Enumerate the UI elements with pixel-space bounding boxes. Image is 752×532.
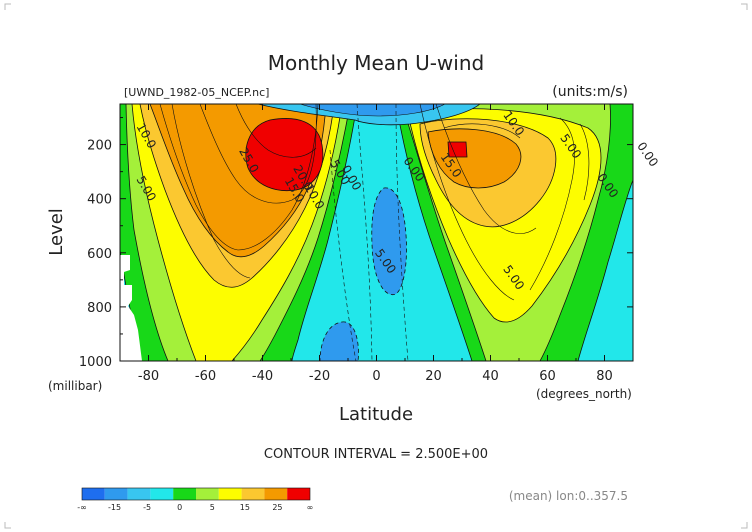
colorbar-swatch: [287, 488, 310, 500]
colorbar-swatch: [196, 488, 219, 500]
easterly-upper-core: [299, 104, 446, 117]
y-tick-label: 400: [87, 193, 112, 208]
x-tick-label: 60: [539, 369, 556, 384]
easterly-low: [319, 321, 359, 361]
x-tick-label: -20: [309, 369, 330, 384]
north-jet-core: [447, 141, 468, 158]
y-tick-label: 200: [87, 139, 112, 154]
colorbar-label: -15: [108, 503, 121, 512]
colorbar-frame: [81, 487, 311, 501]
y-unit-label: (millibar): [48, 379, 102, 393]
crop-marks: [4, 3, 748, 529]
x-tick-label: 0: [372, 369, 380, 384]
colorbar-swatch: [150, 488, 174, 500]
x-tick-label: 20: [425, 369, 442, 384]
colorbar-swatch: [241, 488, 265, 500]
y-tick-label: 1000: [79, 355, 112, 370]
x-tick-label: 40: [482, 369, 499, 384]
colorbar-label: -5: [143, 503, 151, 512]
contour-interval: CONTOUR INTERVAL = 2.500E+00: [264, 447, 488, 462]
x-axis: -80 -60 -40 -20 0 20 40 60 80: [119, 104, 634, 384]
subtitle-left: [UWND_1982-05_NCEP.nc]: [124, 86, 269, 99]
colorbar-label: 15: [240, 503, 250, 512]
contour-label: 0.00: [634, 139, 661, 169]
y-tick-label: 800: [87, 301, 112, 316]
colorbar-swatch: [218, 488, 242, 500]
colorbar-label: 25: [272, 503, 282, 512]
colorbar-swatch: [127, 488, 151, 500]
x-tick-label: -40: [252, 369, 273, 384]
x-tick-label: -60: [195, 369, 216, 384]
plot-area: [120, 104, 633, 361]
subtitle-right: (units:m/s): [552, 84, 628, 100]
y-axis: 200 400 600 800 1000: [79, 117, 633, 370]
x-tick-label: 80: [596, 369, 613, 384]
x-axis-label: Latitude: [339, 404, 413, 425]
south-jet-core: [245, 118, 324, 192]
contour-lines: [159, 104, 590, 361]
y-axis-label: Level: [46, 208, 67, 256]
x-tick-label: -80: [138, 369, 159, 384]
terrain-mask: [120, 255, 142, 361]
colorbar-swatch: [82, 488, 105, 500]
colorbar-label: 5: [210, 503, 215, 512]
colorbar-swatch: [173, 488, 196, 500]
chart-title: Monthly Mean U-wind: [268, 51, 484, 75]
colorbar-swatch: [104, 488, 128, 500]
colorbar-swatch: [264, 488, 288, 500]
colorbar: -∞ -15 -5 0 5 15 25 ∞: [77, 487, 314, 512]
average-note: (mean) lon:0..357.5: [509, 489, 628, 503]
colorbar-label: 0: [177, 503, 182, 512]
colorbar-label: ∞: [307, 503, 314, 512]
colorbar-label: -∞: [77, 503, 87, 512]
easterly-mid: [371, 187, 407, 296]
y-tick-label: 600: [87, 247, 112, 262]
x-unit-label: (degrees_north): [536, 387, 632, 401]
